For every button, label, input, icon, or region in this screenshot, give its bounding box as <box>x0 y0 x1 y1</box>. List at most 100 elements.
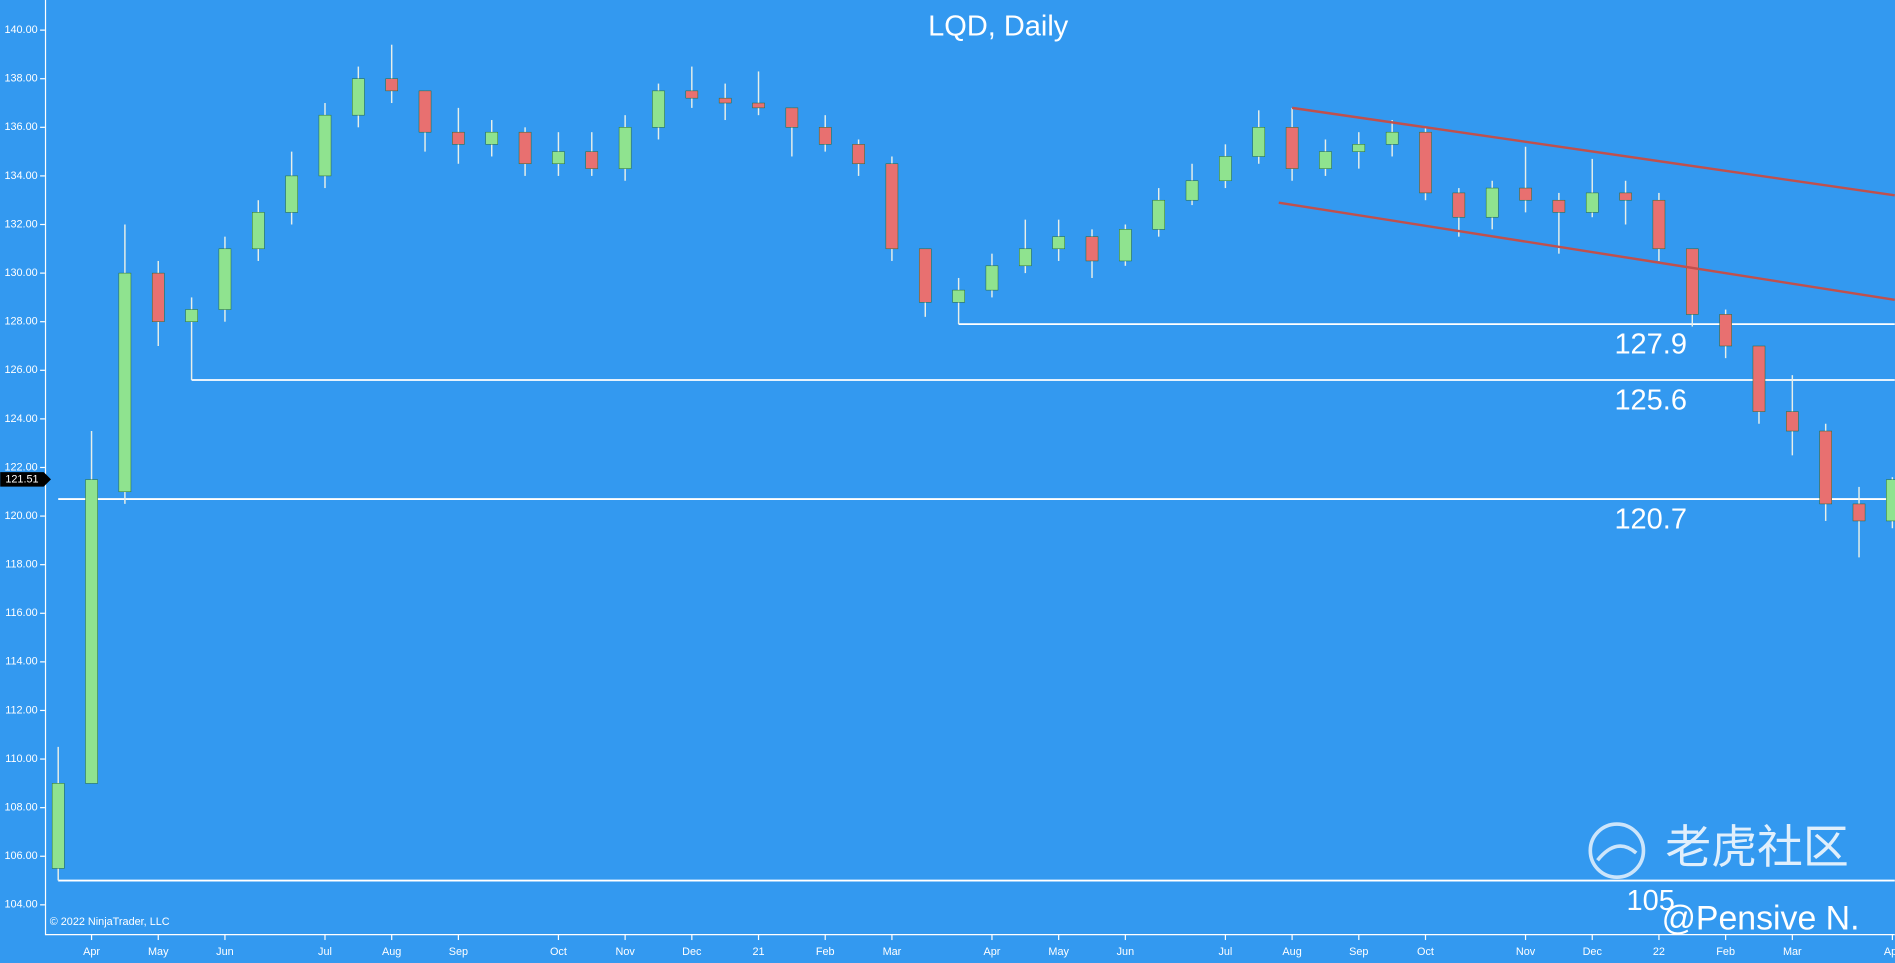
x-tick-label: Aug <box>382 946 401 958</box>
y-tick-label: 118.00 <box>5 559 37 571</box>
y-tick-label: 136.00 <box>4 121 37 133</box>
candle-body <box>1185 180 1199 201</box>
candle-body <box>151 272 165 322</box>
candle-body <box>1719 314 1732 347</box>
x-tick-label: Nov <box>615 946 635 958</box>
x-tick-label: Dec <box>682 946 702 958</box>
candle-body <box>485 131 499 145</box>
x-tick-label: Feb <box>1716 946 1735 958</box>
x-tick-label: Mar <box>883 946 902 958</box>
candle-body <box>218 248 232 310</box>
candle-body <box>85 479 98 784</box>
candle-body <box>1252 127 1266 157</box>
y-tick-label: 120.00 <box>4 510 37 522</box>
candle-body <box>1152 199 1165 230</box>
candle-body <box>1319 151 1332 169</box>
candle-body <box>1119 229 1132 262</box>
y-tick-label: 140.00 <box>4 24 37 36</box>
candle-body <box>452 131 465 145</box>
candle-body <box>818 127 832 145</box>
x-tick-label: Dec <box>1583 946 1603 958</box>
watermark-logo <box>1588 822 1646 880</box>
last-price-label: 121.51 <box>5 473 38 485</box>
x-tick-label: Apr <box>984 946 1001 958</box>
y-tick-label: 130.00 <box>4 267 37 279</box>
candle-body <box>1285 127 1299 169</box>
x-tick-label: Feb <box>816 946 835 958</box>
candle-body <box>1585 192 1599 213</box>
candle-body <box>1752 345 1766 412</box>
candle-body <box>1819 430 1832 505</box>
author: @Pensive N. <box>1662 900 1860 938</box>
candle-body <box>785 107 799 128</box>
candle-body <box>618 127 632 169</box>
level-label: 125.6 <box>1614 384 1687 416</box>
candle-body <box>852 144 865 165</box>
candle-body <box>752 102 765 109</box>
candle-body <box>885 163 899 250</box>
x-tick-label: 22 <box>1653 946 1665 958</box>
x-tick-label: Sep <box>449 946 468 958</box>
candle-body <box>385 78 398 92</box>
x-tick-label: Jul <box>318 946 332 958</box>
candle-body <box>918 248 932 303</box>
candle-body <box>1786 411 1799 432</box>
y-tick-label: 134.00 <box>4 170 37 182</box>
y-tick-label: 132.00 <box>4 218 37 230</box>
x-tick-label: Aug <box>1282 946 1301 958</box>
candle-body <box>1019 248 1032 267</box>
candle-body <box>1352 144 1366 152</box>
x-tick-label: Apr <box>1884 946 1895 958</box>
candle-body <box>252 212 265 250</box>
level-label: 127.9 <box>1614 329 1687 361</box>
x-tick-label: Mar <box>1783 946 1802 958</box>
y-tick-label: 110.00 <box>5 753 37 765</box>
candle-body <box>352 78 365 116</box>
candle-body <box>685 90 699 99</box>
y-tick-label: 138.00 <box>4 73 37 85</box>
candle-body <box>552 151 565 165</box>
x-tick-label: Apr <box>83 946 100 958</box>
chart-title: LQD, Daily <box>928 10 1069 42</box>
candle-body <box>1485 187 1499 218</box>
y-tick-label: 104.00 <box>4 899 37 911</box>
copyright: © 2022 NinjaTrader, LLC <box>50 916 170 928</box>
trend-line <box>1278 201 1895 302</box>
x-tick-label: May <box>1048 946 1069 958</box>
y-tick-label: 108.00 <box>4 802 37 814</box>
candle-body <box>952 289 965 303</box>
x-tick-label: Nov <box>1516 946 1536 958</box>
candle-body <box>185 309 198 322</box>
y-tick-label: 122.00 <box>4 461 37 473</box>
trend-line <box>1291 106 1895 197</box>
candle-body <box>51 783 65 869</box>
watermark: 老虎社区 <box>1665 820 1849 874</box>
y-tick-label: 128.00 <box>4 316 37 328</box>
x-tick-label: May <box>148 946 169 958</box>
x-tick-label: 21 <box>752 946 764 958</box>
plot-area: 104.00 106.00 108.00 110.00 112.00 114.00 116.… <box>0 24 1895 958</box>
logo-circle <box>1588 822 1646 880</box>
candle-body <box>518 131 532 165</box>
last-price-tag <box>0 472 51 487</box>
candle-body <box>1052 236 1065 250</box>
candle-body <box>1852 503 1866 522</box>
candle-body <box>1085 236 1099 262</box>
candle-body <box>1419 131 1432 194</box>
candle-body <box>1519 187 1532 201</box>
candle-body <box>985 265 999 291</box>
x-tick-label: Oct <box>550 946 567 958</box>
candle-body <box>1452 192 1466 218</box>
candle-body <box>1886 479 1895 522</box>
candle-body <box>585 151 599 169</box>
x-tick-label: Oct <box>1417 946 1434 958</box>
x-tick-label: Jul <box>1218 946 1232 958</box>
candle-body <box>1552 199 1566 213</box>
candle-body <box>318 114 332 177</box>
x-tick-label: Jun <box>1117 946 1135 958</box>
x-tick-label: Sep <box>1349 946 1368 958</box>
y-tick-label: 114.00 <box>5 656 37 668</box>
